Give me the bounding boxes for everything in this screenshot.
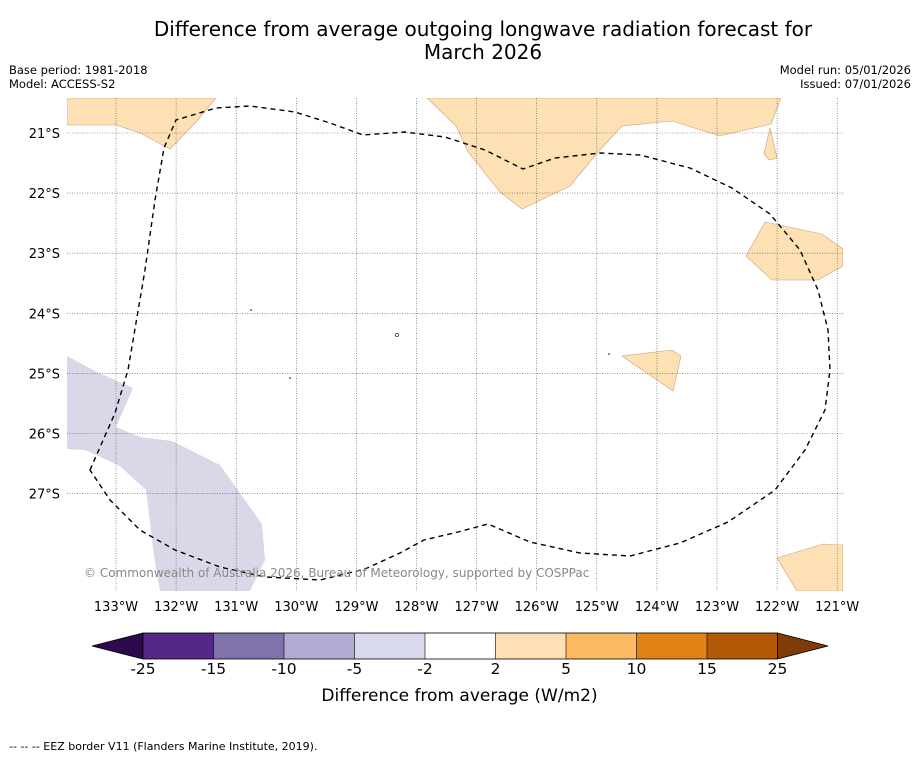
issued-date: Issued: 07/01/2026	[800, 77, 911, 91]
lat-tick-label: 22°S	[29, 187, 60, 202]
base-period: Base period: 1981-2018	[9, 63, 148, 77]
colorbar-extend-low	[91, 632, 144, 660]
colorbar-segment	[284, 633, 355, 659]
colorbar-tick-label: 10	[626, 660, 647, 678]
colorbar-tick-label: -10	[271, 660, 297, 678]
anomaly-region-negative	[67, 356, 265, 591]
colorbar	[91, 632, 829, 660]
anomaly-region-positive	[621, 349, 682, 392]
map-speck	[608, 353, 610, 355]
colorbar-tick-label: 15	[697, 660, 717, 678]
lon-tick-label: 122°W	[755, 600, 799, 615]
anomaly-region-positive	[776, 543, 843, 591]
colorbar-segment	[707, 633, 778, 659]
lon-tick-label: 129°W	[334, 600, 378, 615]
lat-tick-label: 23°S	[29, 247, 60, 262]
colorbar-segment	[566, 633, 637, 659]
meta-right: Model run: 05/01/2026 Issued: 07/01/2026	[780, 63, 911, 91]
map-area: © Commonwealth of Australia 2026, Bureau…	[67, 98, 843, 591]
lat-tick-label: 25°S	[29, 367, 60, 382]
title-line-2: March 2026	[423, 40, 543, 64]
chart-title: Difference from average outgoing longwav…	[0, 18, 919, 64]
colorbar-tick-label: -25	[130, 660, 156, 678]
lon-tick-label: 121°W	[815, 600, 859, 615]
gridlines	[67, 98, 843, 591]
map-speck	[289, 377, 291, 379]
lon-tick-label: 128°W	[394, 600, 438, 615]
anomaly-region-positive	[67, 98, 217, 150]
lat-axis-labels: 21°S 22°S 23°S 24°S 25°S 26°S 27°S	[29, 127, 60, 503]
lon-tick-label: 124°W	[635, 600, 679, 615]
lon-tick-label: 131°W	[214, 600, 258, 615]
map-speck	[395, 333, 399, 337]
colorbar-segment	[636, 633, 707, 659]
lat-tick-label: 24°S	[29, 307, 60, 322]
anomaly-region-positive	[426, 98, 782, 210]
lon-tick-label: 126°W	[515, 600, 559, 615]
lon-tick-label: 125°W	[575, 600, 619, 615]
colorbar-tick-label: -2	[417, 660, 433, 678]
colorbar-extend-high	[777, 632, 829, 660]
colorbar-segment	[425, 633, 496, 659]
anomaly-region-positive	[763, 127, 778, 161]
lon-axis-labels: 133°W 132°W 131°W 130°W 129°W 128°W 127°W 126°W…	[94, 600, 860, 615]
eez-border	[89, 105, 831, 581]
lon-tick-label: 130°W	[274, 600, 318, 615]
title-line-1: Difference from average outgoing longwav…	[153, 17, 813, 41]
colorbar-tick-label: -15	[200, 660, 227, 678]
anomaly-region-positive	[745, 221, 843, 281]
lat-tick-label: 21°S	[29, 127, 60, 142]
lat-tick-label: 27°S	[29, 488, 60, 503]
eez-legend: -- -- -- EEZ border V11 (Flanders Marine…	[9, 740, 318, 753]
model-name: Model: ACCESS-S2	[9, 77, 116, 91]
colorbar-segment	[354, 633, 425, 659]
lon-tick-label: 133°W	[94, 600, 138, 615]
colorbar-tick-label: 5	[561, 660, 571, 678]
map-speck	[250, 309, 252, 311]
lat-tick-label: 26°S	[29, 428, 60, 443]
lon-tick-label: 123°W	[695, 600, 739, 615]
colorbar-segment	[143, 633, 214, 659]
colorbar-tick-label: -5	[346, 660, 363, 678]
colorbar-title: Difference from average (W/m2)	[321, 686, 598, 706]
colorbar-tick-label: 25	[767, 660, 788, 678]
lon-tick-label: 127°W	[455, 600, 499, 615]
colorbar-segment	[213, 633, 284, 659]
colorbar-tick-label: 2	[490, 660, 501, 678]
model-run: Model run: 05/01/2026	[779, 63, 911, 77]
lon-tick-label: 132°W	[154, 600, 198, 615]
colorbar-segment	[495, 633, 566, 659]
meta-left: Base period: 1981-2018 Model: ACCESS-S2	[9, 63, 148, 91]
colorbar-outline	[142, 632, 778, 660]
copyright-text: © Commonwealth of Australia 2026, Bureau…	[84, 566, 589, 580]
